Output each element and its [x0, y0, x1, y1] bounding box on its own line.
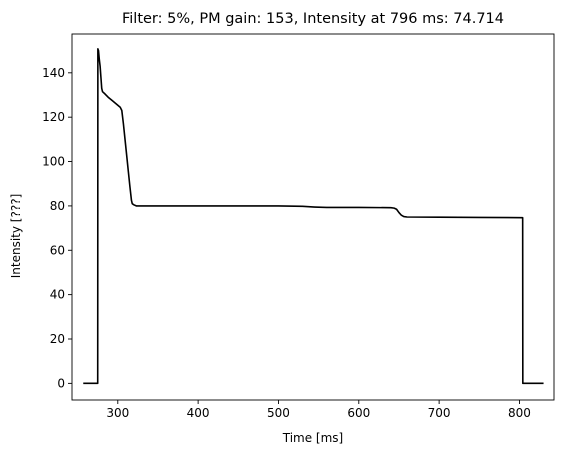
x-tick-label: 800	[508, 406, 531, 420]
y-tick-label: 100	[42, 155, 65, 169]
y-tick-label: 40	[50, 288, 65, 302]
y-tick-label: 120	[42, 110, 65, 124]
y-axis-label: Intensity [???]	[9, 194, 23, 279]
plot-frame	[71, 33, 555, 401]
x-tick-label: 300	[106, 406, 129, 420]
x-tick-label: 600	[347, 406, 370, 420]
plot-area: 300 400 500 600 700 800 0 20 40 60 80 100 120 140	[42, 33, 555, 420]
y-tick-label: 60	[50, 243, 65, 257]
x-axis-label: Time [ms]	[282, 431, 344, 445]
x-tick-label: 500	[267, 406, 290, 420]
chart-title: Filter: 5%, PM gain: 153, Intensity at 7…	[122, 11, 504, 27]
y-tick-label: 80	[50, 199, 65, 213]
x-tick-label: 700	[428, 406, 451, 420]
y-tick-label: 20	[50, 332, 65, 346]
series-line-0	[83, 48, 544, 385]
y-tick-label: 140	[42, 66, 65, 80]
x-tick-label: 400	[187, 406, 210, 420]
y-tick-label: 0	[57, 376, 65, 390]
